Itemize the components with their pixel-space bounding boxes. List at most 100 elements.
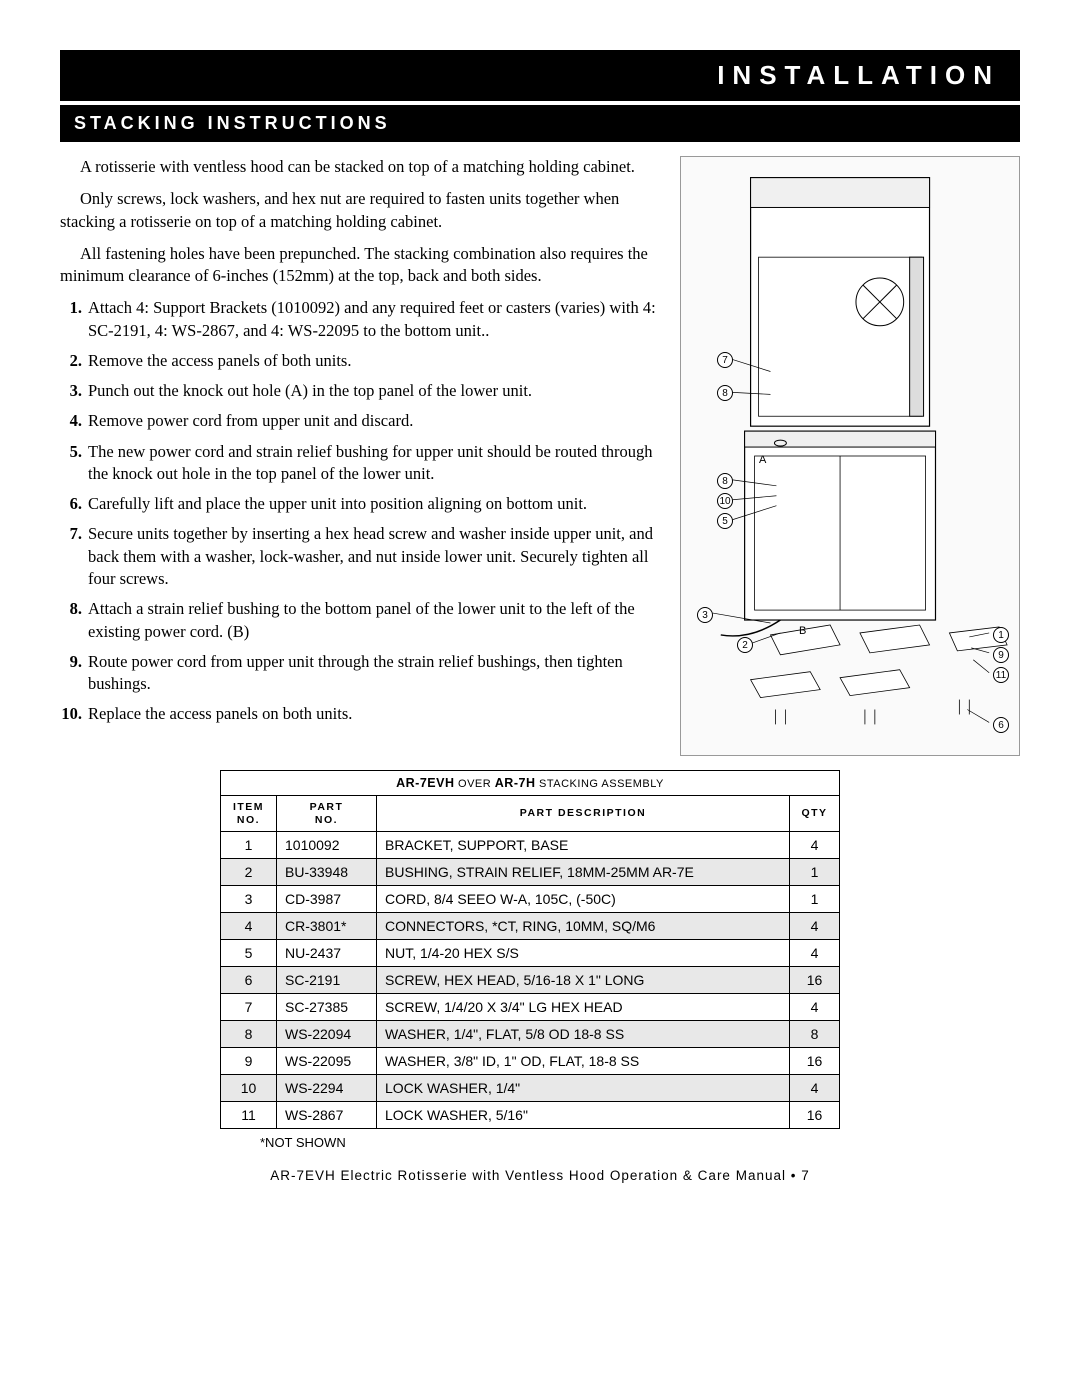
- intro-p1: A rotisserie with ventless hood can be s…: [60, 156, 660, 178]
- step-item: Route power cord from upper unit through…: [84, 651, 660, 696]
- callout-1: 1: [993, 627, 1009, 643]
- cell-part: CD-3987: [277, 886, 377, 913]
- cell-item: 2: [221, 859, 277, 886]
- parts-table-wrap: AR-7EVH OVER AR-7H STACKING ASSEMBLY ITE…: [220, 770, 1020, 1129]
- not-shown-note: *NOT SHOWN: [260, 1135, 1020, 1150]
- callout-7: 7: [717, 352, 733, 368]
- table-row: 6SC-2191SCREW, HEX HEAD, 5/16-18 X 1" LO…: [221, 967, 840, 994]
- cell-desc: CONNECTORS, *CT, RING, 10MM, SQ/M6: [377, 913, 790, 940]
- cell-qty: 8: [790, 1021, 840, 1048]
- cell-desc: BRACKET, SUPPORT, BASE: [377, 832, 790, 859]
- step-item: Carefully lift and place the upper unit …: [84, 493, 660, 515]
- diagram-label-A: A: [759, 454, 766, 466]
- callout-3: 3: [697, 607, 713, 623]
- callout-2: 2: [737, 637, 753, 653]
- intro-p3: All fastening holes have been prepunched…: [60, 243, 660, 288]
- cell-item: 7: [221, 994, 277, 1021]
- cell-part: CR-3801*: [277, 913, 377, 940]
- cell-desc: BUSHING, STRAIN RELIEF, 18MM-25MM AR-7E: [377, 859, 790, 886]
- cell-desc: SCREW, 1/4/20 X 3/4" LG HEX HEAD: [377, 994, 790, 1021]
- cell-item: 6: [221, 967, 277, 994]
- table-row: 9WS-22095WASHER, 3/8" ID, 1" OD, FLAT, 1…: [221, 1048, 840, 1075]
- parts-table: AR-7EVH OVER AR-7H STACKING ASSEMBLY ITE…: [220, 770, 840, 1129]
- callout-11: 11: [993, 667, 1009, 683]
- step-item: Replace the access panels on both units.: [84, 703, 660, 725]
- steps-list: Attach 4: Support Brackets (1010092) and…: [60, 297, 660, 725]
- cell-desc: WASHER, 3/8" ID, 1" OD, FLAT, 18-8 SS: [377, 1048, 790, 1075]
- col-qty: QTY: [790, 796, 840, 832]
- title-part1: AR-7EVH: [396, 776, 454, 790]
- diagram-label-B: B: [799, 625, 806, 637]
- table-row: 7SC-27385SCREW, 1/4/20 X 3/4" LG HEX HEA…: [221, 994, 840, 1021]
- step-item: Secure units together by inserting a hex…: [84, 523, 660, 590]
- table-row: 4CR-3801*CONNECTORS, *CT, RING, 10MM, SQ…: [221, 913, 840, 940]
- cell-qty: 4: [790, 832, 840, 859]
- callout-8: 8: [717, 473, 733, 489]
- cell-qty: 16: [790, 967, 840, 994]
- cell-desc: NUT, 1/4-20 HEX S/S: [377, 940, 790, 967]
- header-bar: INSTALLATION: [60, 50, 1020, 101]
- callout-8: 8: [717, 385, 733, 401]
- table-row: 10WS-2294LOCK WASHER, 1/4"4: [221, 1075, 840, 1102]
- cell-part: BU-33948: [277, 859, 377, 886]
- cell-qty: 4: [790, 940, 840, 967]
- step-item: Attach a strain relief bushing to the bo…: [84, 598, 660, 643]
- cell-item: 8: [221, 1021, 277, 1048]
- table-row: 11010092BRACKET, SUPPORT, BASE4: [221, 832, 840, 859]
- table-row: 3CD-3987CORD, 8/4 SEEO W-A, 105C, (-50C)…: [221, 886, 840, 913]
- callout-6: 6: [993, 717, 1009, 733]
- col-part: PARTNO.: [277, 796, 377, 832]
- sub-header-bar: STACKING INSTRUCTIONS: [60, 105, 1020, 142]
- table-row: 8WS-22094WASHER, 1/4", FLAT, 5/8 OD 18-8…: [221, 1021, 840, 1048]
- cell-desc: WASHER, 1/4", FLAT, 5/8 OD 18-8 SS: [377, 1021, 790, 1048]
- stacking-diagram: 7881053219116AB: [680, 156, 1020, 756]
- cell-part: WS-2867: [277, 1102, 377, 1129]
- title-part3: AR-7H: [495, 776, 536, 790]
- table-row: 2BU-33948BUSHING, STRAIN RELIEF, 18MM-25…: [221, 859, 840, 886]
- cell-desc: LOCK WASHER, 5/16": [377, 1102, 790, 1129]
- cell-qty: 4: [790, 994, 840, 1021]
- cell-part: WS-22094: [277, 1021, 377, 1048]
- diagram-column: 7881053219116AB: [680, 156, 1020, 756]
- cell-qty: 1: [790, 886, 840, 913]
- title-part2: OVER: [454, 778, 494, 790]
- step-item: The new power cord and strain relief bus…: [84, 441, 660, 486]
- title-part4: STACKING ASSEMBLY: [535, 778, 663, 790]
- step-item: Attach 4: Support Brackets (1010092) and…: [84, 297, 660, 342]
- table-row: 5NU-2437NUT, 1/4-20 HEX S/S4: [221, 940, 840, 967]
- callout-9: 9: [993, 647, 1009, 663]
- cell-item: 1: [221, 832, 277, 859]
- page-footer: AR-7EVH Electric Rotisserie with Ventles…: [60, 1168, 1020, 1183]
- cell-part: WS-2294: [277, 1075, 377, 1102]
- cell-qty: 4: [790, 1075, 840, 1102]
- step-item: Remove power cord from upper unit and di…: [84, 410, 660, 432]
- sub-section-title: STACKING INSTRUCTIONS: [74, 113, 391, 133]
- table-row: 11WS-2867LOCK WASHER, 5/16"16: [221, 1102, 840, 1129]
- cell-item: 9: [221, 1048, 277, 1075]
- content-row: A rotisserie with ventless hood can be s…: [60, 156, 1020, 756]
- page-section-title: INSTALLATION: [717, 60, 1000, 90]
- cell-item: 11: [221, 1102, 277, 1129]
- intro-p2: Only screws, lock washers, and hex nut a…: [60, 188, 660, 233]
- cell-qty: 16: [790, 1048, 840, 1075]
- cell-desc: CORD, 8/4 SEEO W-A, 105C, (-50C): [377, 886, 790, 913]
- cell-part: WS-22095: [277, 1048, 377, 1075]
- cell-item: 10: [221, 1075, 277, 1102]
- step-item: Punch out the knock out hole (A) in the …: [84, 380, 660, 402]
- cell-qty: 1: [790, 859, 840, 886]
- cell-qty: 16: [790, 1102, 840, 1129]
- cell-part: NU-2437: [277, 940, 377, 967]
- instructions-text: A rotisserie with ventless hood can be s…: [60, 156, 660, 756]
- cell-item: 5: [221, 940, 277, 967]
- equipment-illustration: [681, 157, 1019, 755]
- cell-desc: SCREW, HEX HEAD, 5/16-18 X 1" LONG: [377, 967, 790, 994]
- table-title: AR-7EVH OVER AR-7H STACKING ASSEMBLY: [221, 771, 840, 796]
- callout-5: 5: [717, 513, 733, 529]
- col-item: ITEMNO.: [221, 796, 277, 832]
- col-desc: PART DESCRIPTION: [377, 796, 790, 832]
- cell-part: 1010092: [277, 832, 377, 859]
- cell-item: 4: [221, 913, 277, 940]
- cell-desc: LOCK WASHER, 1/4": [377, 1075, 790, 1102]
- cell-part: SC-27385: [277, 994, 377, 1021]
- step-item: Remove the access panels of both units.: [84, 350, 660, 372]
